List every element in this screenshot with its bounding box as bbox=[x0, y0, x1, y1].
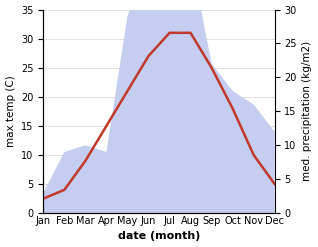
Y-axis label: med. precipitation (kg/m2): med. precipitation (kg/m2) bbox=[302, 41, 313, 181]
Y-axis label: max temp (C): max temp (C) bbox=[5, 75, 16, 147]
X-axis label: date (month): date (month) bbox=[118, 231, 200, 242]
